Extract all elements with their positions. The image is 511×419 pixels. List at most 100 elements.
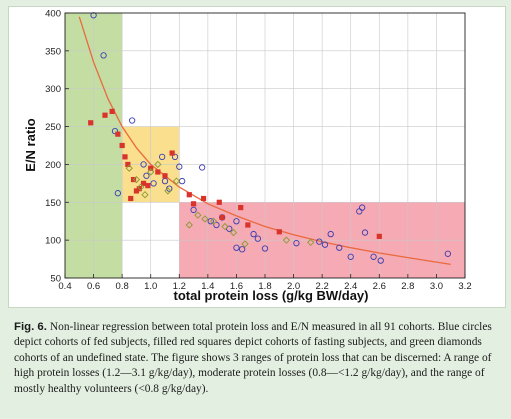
figure-caption: Fig. 6. Non-linear regression between tot… — [14, 320, 496, 397]
fasting-cohort-point — [133, 188, 140, 194]
y-tick-label: 400 — [45, 9, 61, 20]
x-axis-label: total protein loss (g/kg BW/day) — [173, 288, 368, 303]
x-tick-label: 1.4 — [201, 281, 214, 292]
fed-cohort-point — [250, 230, 257, 238]
undefined-cohort-point — [221, 222, 229, 231]
undefined-cohort-point — [201, 215, 209, 223]
fed-cohort-point — [321, 241, 329, 248]
x-tick-label: 3.2 — [458, 281, 471, 292]
fasting-cohort-point — [169, 150, 175, 156]
y-tick-label: 250 — [45, 122, 61, 133]
fed-cohort-point — [190, 206, 197, 214]
undefined-cohort-point — [194, 211, 202, 219]
x-tick-label: 1.8 — [258, 281, 271, 292]
fed-cohort-point — [111, 127, 119, 135]
fasting-cohort-point — [140, 180, 147, 186]
fed-cohort-point — [336, 244, 343, 251]
regression-curve — [78, 16, 451, 266]
caption-text: Non-linear regression between total prot… — [14, 321, 492, 395]
y-tick-label: 350 — [45, 46, 61, 57]
x-tick-label: 1.0 — [144, 281, 157, 292]
fed-cohort-point — [100, 52, 107, 59]
fed-cohort-point — [233, 244, 240, 251]
fed-cohort-point — [207, 218, 214, 225]
fed-cohort-point — [114, 190, 122, 197]
undefined-cohort-point — [209, 217, 218, 225]
fed-cohort-point — [158, 153, 166, 161]
fed-cohort-point — [327, 230, 334, 238]
fed-cohort-point — [361, 229, 369, 236]
undefined-cohort-point — [307, 238, 315, 247]
fed-cohort-point — [261, 245, 269, 252]
x-tick-label: 0.6 — [87, 281, 100, 292]
fasting-cohort-point — [200, 195, 207, 202]
fasting-cohort-point — [109, 108, 115, 115]
x-tick-label: 0.4 — [58, 281, 71, 292]
fasting-cohort-point — [148, 165, 154, 171]
undefined-cohort-point — [241, 240, 249, 248]
undefined-cohort-point — [147, 168, 155, 176]
y-tick-label: 50 — [50, 274, 61, 285]
fasting-cohort-point — [245, 222, 251, 228]
undefined-cohort-point — [185, 221, 193, 229]
fasting-cohort-point — [186, 192, 192, 198]
fed-cohort-point — [347, 253, 354, 260]
fasting-cohort-point — [102, 112, 108, 118]
fasting-cohort-point — [155, 169, 161, 175]
y-axis-label: E/N ratio — [23, 118, 38, 172]
x-tick-label: 3.0 — [430, 281, 443, 292]
fed-cohort-point — [444, 250, 452, 257]
fasting-cohort-point — [216, 199, 222, 205]
x-tick-label: 2.2 — [316, 281, 329, 292]
fasting-cohort-point — [115, 131, 121, 137]
undefined-cohort-point — [154, 160, 162, 169]
undefined-cohort-point — [282, 236, 291, 244]
fed-cohort-point — [171, 153, 179, 161]
x-tick-label: 1.6 — [230, 281, 243, 292]
fed-cohort-point — [143, 172, 150, 179]
fed-cohort-point — [128, 117, 136, 124]
y-tick-label: 100 — [45, 236, 61, 247]
fasting-cohort-point — [125, 161, 131, 168]
fed-cohort-point — [150, 180, 157, 187]
fasting-cohort-point — [219, 214, 225, 221]
undefined-cohort-point — [141, 191, 149, 199]
fed-cohort-point — [198, 164, 206, 171]
x-tick-label: 2.0 — [287, 281, 300, 292]
fed-cohort-point — [176, 163, 183, 170]
fed-cohort-point — [370, 253, 377, 260]
x-tick-label: 2.8 — [401, 281, 414, 292]
undefined-cohort-point — [172, 177, 181, 185]
fasting-cohort-point — [238, 204, 244, 211]
y-tick-label: 150 — [45, 198, 61, 209]
fasting-cohort-point — [88, 120, 94, 126]
x-tick-label: 2.4 — [344, 281, 357, 292]
y-tick-label: 200 — [45, 160, 61, 171]
x-tick-label: 0.8 — [116, 281, 129, 292]
fasting-cohort-point — [162, 173, 168, 179]
fasting-cohort-point — [128, 195, 134, 202]
fasting-cohort-point — [145, 183, 151, 189]
figure-panel: 0.4 0.6 0.8 1.0 1.2 1.4 1.6 1.8 2.0 2.2 2.4 2.6 2.8 3… — [8, 6, 506, 308]
undefined-cohort-point — [229, 228, 238, 237]
fasting-cohort-point — [119, 142, 125, 149]
fed-cohort-point — [316, 238, 323, 245]
undefined-cohort-point — [137, 183, 145, 191]
fed-cohort-point — [238, 246, 246, 253]
fed-cohort-point — [233, 218, 240, 225]
caption-label: Fig. 6. — [14, 321, 47, 333]
x-tick-label: 1.2 — [173, 281, 186, 292]
fed-cohort-point — [377, 257, 384, 264]
fed-cohort-point — [293, 240, 300, 247]
scatter-chart: 0.4 0.6 0.8 1.0 1.2 1.4 1.6 1.8 2.0 2.2 2.4 2.6 2.8 3… — [23, 9, 472, 304]
fasting-cohort-point — [376, 233, 382, 239]
fed-cohort-point — [213, 221, 220, 229]
fasting-cohort-point — [122, 154, 128, 160]
undefined-cohort-point — [132, 175, 141, 184]
x-tick-label: 2.6 — [373, 281, 386, 292]
y-tick-label: 300 — [45, 84, 61, 95]
fed-cohort-point — [140, 161, 147, 168]
fed-cohort-point — [178, 177, 186, 185]
fasting-cohort-point — [276, 229, 282, 235]
